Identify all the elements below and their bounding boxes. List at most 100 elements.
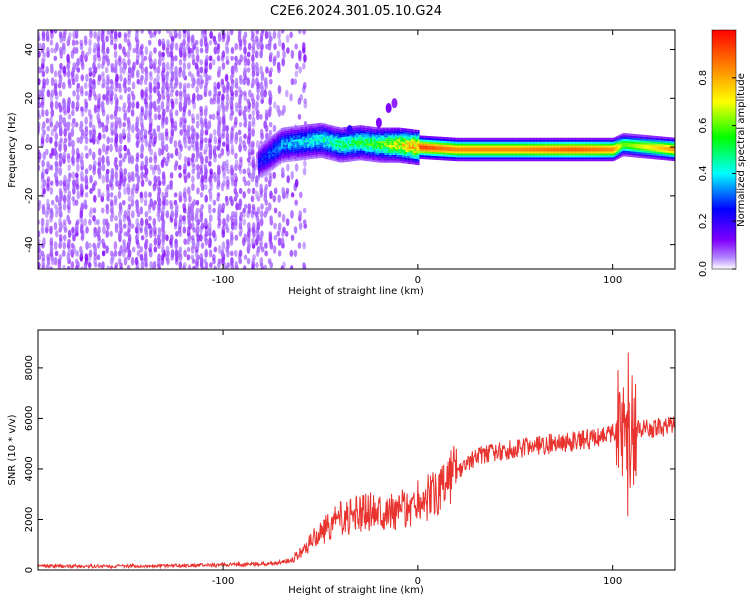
heatmap-cell [196,163,200,172]
heatmap-cell [503,143,506,146]
heatmap-cell [308,157,311,160]
heatmap-cell [487,157,490,160]
heatmap-cell [190,73,195,83]
heatmap-cell [50,199,55,206]
heatmap-cell [470,153,473,156]
heatmap-cell [463,159,466,162]
heatmap-cell [324,125,327,128]
heatmap-cell [463,157,466,160]
heatmap-cell [315,140,318,143]
heatmap-cell [301,134,304,137]
heatmap-cell [370,159,373,162]
heatmap-cell [452,149,455,152]
heatmap-cell [440,138,443,141]
heatmap-cell [591,153,594,156]
heatmap-cell [277,140,280,143]
heatmap-cell [408,150,411,153]
heatmap-cell [58,254,63,261]
heatmap-cell [296,149,299,152]
heatmap-cell [417,139,420,142]
heatmap-cell [564,139,567,142]
heatmap-cell [407,140,410,143]
heatmap-cell [303,150,306,153]
heatmap-cell [547,145,550,148]
heatmap-cell [384,147,387,150]
heatmap-cell [412,129,415,132]
heatmap-cell [522,141,525,144]
heatmap-cell [533,149,536,152]
heatmap-cell [290,234,295,241]
heatmap-cell [182,203,186,211]
heatmap-cell [387,127,390,130]
heatmap-cell [104,124,109,133]
heatmap-cell [147,39,152,46]
heatmap-cell [315,131,318,134]
heatmap-cell [554,141,557,144]
heatmap-cell [417,151,420,154]
heatmap-cell [361,135,364,138]
heatmap-cell [484,151,487,154]
heatmap-cell [345,156,348,159]
heatmap-cell [545,149,548,152]
heatmap-cell [475,143,478,146]
heatmap-cell [356,127,359,130]
heatmap-cell [587,155,590,158]
heatmap-cell [482,139,485,142]
heatmap-cell [225,124,229,133]
heatmap-cell [526,139,529,142]
heatmap-cell [500,145,502,148]
heatmap-cell [279,139,282,142]
heatmap-cell [401,139,404,142]
heatmap-cell [503,147,506,150]
heatmap-cell [62,65,67,75]
heatmap-cell [396,152,399,155]
heatmap-cell [242,176,247,183]
heatmap-cell [473,143,476,146]
heatmap-cell [379,139,381,142]
heatmap-cell [549,157,552,160]
heatmap-cell [507,147,509,150]
heatmap-cell [477,149,480,152]
heatmap-cell [333,131,336,134]
heatmap-cell [514,149,516,152]
heatmap-cell [282,137,285,140]
heatmap-cell [596,143,599,146]
heatmap-cell [123,187,127,195]
heatmap-cell [46,125,51,132]
heatmap-cell [489,159,492,162]
heatmap-cell [250,30,255,35]
heatmap-cell [340,158,343,161]
heatmap-cell [585,141,588,144]
heatmap-cell [307,157,310,160]
heatmap-cell [270,169,273,172]
heatmap-cell [265,173,268,176]
heatmap-cell [303,134,306,137]
heatmap-cell [477,143,480,146]
heatmap-cell [398,147,401,150]
heatmap-cell [287,130,290,133]
heatmap-cell [573,143,576,146]
heatmap-cell [603,151,606,154]
heatmap-cell [85,51,89,58]
heatmap-cell [105,168,110,175]
heatmap-cell [480,147,483,150]
heatmap-cell [445,146,448,149]
heatmap-cell [72,117,76,124]
heatmap-cell [186,30,190,35]
heatmap-cell [382,152,385,155]
heatmap-cell [354,149,357,152]
heatmap-cell [49,116,53,126]
heatmap-cell [585,155,588,158]
heatmap-cell [317,132,320,135]
heatmap-cell [398,137,401,140]
heatmap-cell [209,262,213,269]
heatmap-cell [284,127,287,130]
heatmap-cell [127,58,131,67]
heatmap-cell [342,138,345,141]
heatmap-cell [417,153,420,156]
heatmap-cell [482,151,485,154]
heatmap-cell [575,145,578,148]
heatmap-cell [521,137,524,140]
heatmap-cell [494,153,497,156]
heatmap-cell [408,132,411,135]
